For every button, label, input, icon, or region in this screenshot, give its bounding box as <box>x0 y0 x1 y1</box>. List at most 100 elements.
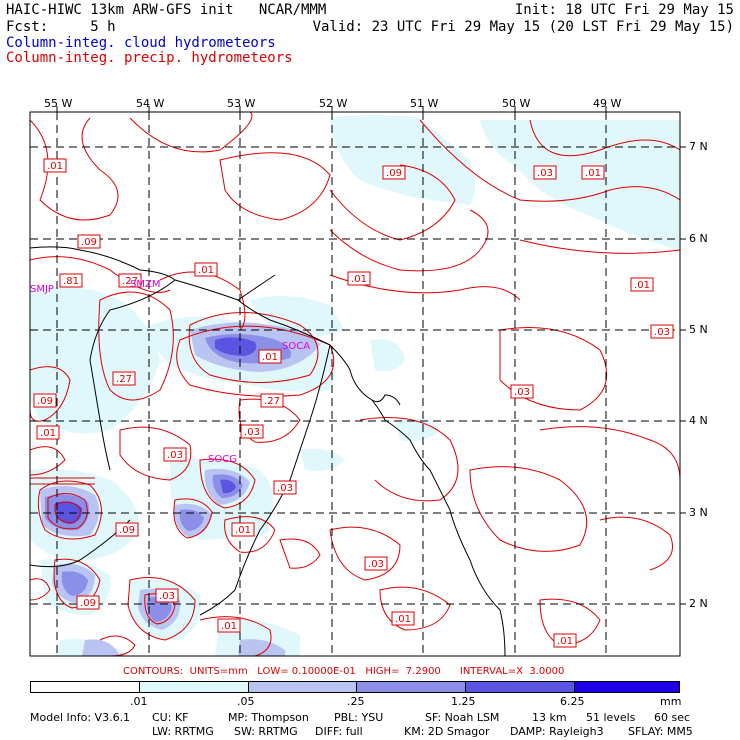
model-res: 13 km <box>532 711 567 724</box>
contour-label: .27 <box>260 393 284 408</box>
colorbar-units: mm <box>660 695 682 708</box>
model-sflay: SFLAY: MM5 <box>628 725 693 738</box>
latlon-grid <box>30 112 680 656</box>
contour-label-text: .01 <box>395 614 411 625</box>
contour-label-text: .27 <box>116 374 132 385</box>
contour-label: .01 <box>258 349 282 364</box>
model-lw: LW: RRTMG <box>152 725 214 738</box>
lat-label-2n: 2 N <box>689 597 708 610</box>
contour-label-text: .03 <box>514 387 530 398</box>
station-label: SOCA <box>282 341 310 352</box>
model-timestep: 60 sec <box>654 711 691 724</box>
product-title: HAIC-HIWC 13km ARW-GFS init NCAR/MMM <box>6 2 327 18</box>
contour-label-text: .01 <box>198 265 214 276</box>
precip-contours <box>30 112 680 656</box>
field-cloud-label: Column-integ. cloud hydrometeors <box>6 35 276 51</box>
contour-label-text: .01 <box>262 352 278 363</box>
contour-label: .03 <box>240 424 264 439</box>
contour-label-text: .01 <box>235 525 251 536</box>
colorbar-bin-1 <box>139 682 249 692</box>
contours-info: CONTOURS: UNITS=mm LOW= 0.10000E-01 HIGH… <box>123 666 565 677</box>
lon-label-52w: 52 W <box>319 97 348 110</box>
contour-label-box <box>112 371 136 386</box>
contour-label-box <box>347 271 371 286</box>
lat-label-4n: 4 N <box>689 414 708 427</box>
contour-label-box <box>43 158 67 173</box>
contour-label-box <box>33 393 57 408</box>
contour-label-text: .03 <box>368 559 384 570</box>
colorbar-bin-0 <box>31 682 140 692</box>
contour-label-box <box>77 234 101 249</box>
contour-label-box <box>163 447 187 462</box>
contour-label-box <box>260 393 284 408</box>
lat-label-5n: 5 N <box>689 323 708 336</box>
model-cu: CU: KF <box>152 711 189 724</box>
contour-labels: .01 .09 .09 .01 .03 .01 .01 .81 .27 .01 .03 .01 .27.… <box>33 158 674 648</box>
cloud-max <box>55 337 257 524</box>
contour-label-text: .01 <box>557 636 573 647</box>
contour-label-box <box>118 273 142 288</box>
contour-label-box <box>364 556 388 571</box>
contour-label: .01 <box>217 618 241 633</box>
contour-label: .03 <box>364 556 388 571</box>
contour-label: .03 <box>510 384 534 399</box>
model-version: Model Info: V3.6.1 <box>30 711 131 724</box>
contour-label-text: .09 <box>37 396 53 407</box>
contour-label: .01 <box>36 425 60 440</box>
contour-label: .01 <box>630 277 654 292</box>
valid-time: Valid: 23 UTC Fri 29 May 15 (20 LST Fri … <box>312 19 734 35</box>
lat-label-3n: 3 N <box>689 506 708 519</box>
contour-label-box <box>240 424 264 439</box>
contour-label-text: .09 <box>80 598 96 609</box>
contour-label-text: .09 <box>119 525 135 536</box>
lat-label-6n: 6 N <box>689 232 708 245</box>
model-km: KM: 2D Smagor <box>404 725 490 738</box>
contour-label-text: .03 <box>167 450 183 461</box>
contour-label-text: .09 <box>81 237 97 248</box>
lon-label-54w: 54 W <box>136 97 165 110</box>
contour-label: .01 <box>231 522 255 537</box>
contour-label: .01 <box>194 262 218 277</box>
colorbar-label-2: .05 <box>237 695 255 708</box>
contour-label: .03 <box>533 165 557 180</box>
map-frame <box>29 111 681 657</box>
contour-label: .01 <box>391 611 415 626</box>
contour-label-box <box>217 618 241 633</box>
contour-label-text: .03 <box>277 483 293 494</box>
lon-label-53w: 53 W <box>227 97 256 110</box>
contour-label: .01 <box>347 271 371 286</box>
contour-label-box <box>553 633 577 648</box>
colorbar-bin-5 <box>575 682 680 692</box>
station-label: SMJP <box>30 284 54 295</box>
contour-label: .03 <box>163 447 187 462</box>
colorbar <box>30 681 680 693</box>
contour-label-box <box>155 588 179 603</box>
contour-label: .01 <box>553 633 577 648</box>
contour-label-box <box>382 165 406 180</box>
contour-label-text: .01 <box>634 280 650 291</box>
contour-label-box <box>273 480 297 495</box>
colorbar-label-4: 1.25 <box>451 695 476 708</box>
contour-label-text: .03 <box>654 327 670 338</box>
contour-label-text: .03 <box>159 591 175 602</box>
colorbar-label-5: 6.25 <box>560 695 585 708</box>
ticks <box>56 106 686 605</box>
contour-label: .27 <box>118 273 142 288</box>
contour-label-box <box>258 349 282 364</box>
contour-label-text: .01 <box>585 168 601 179</box>
contour-label-box <box>59 273 83 288</box>
contour-label: .03 <box>155 588 179 603</box>
contour-label-box <box>581 165 605 180</box>
colorbar-bin-3 <box>357 682 467 692</box>
contour-label-text: .01 <box>40 428 56 439</box>
contour-label-box <box>650 324 674 339</box>
lon-label-49w: 49 W <box>593 97 622 110</box>
station-labels: SMJP SMZM SOCA SOCG <box>30 279 310 465</box>
contour-label-box <box>231 522 255 537</box>
station-label: SMZM <box>130 279 160 290</box>
contour-label: .03 <box>273 480 297 495</box>
colorbar-bin-2 <box>248 682 358 692</box>
contour-label: .01 <box>581 165 605 180</box>
model-sf: SF: Noah LSM <box>425 711 500 724</box>
